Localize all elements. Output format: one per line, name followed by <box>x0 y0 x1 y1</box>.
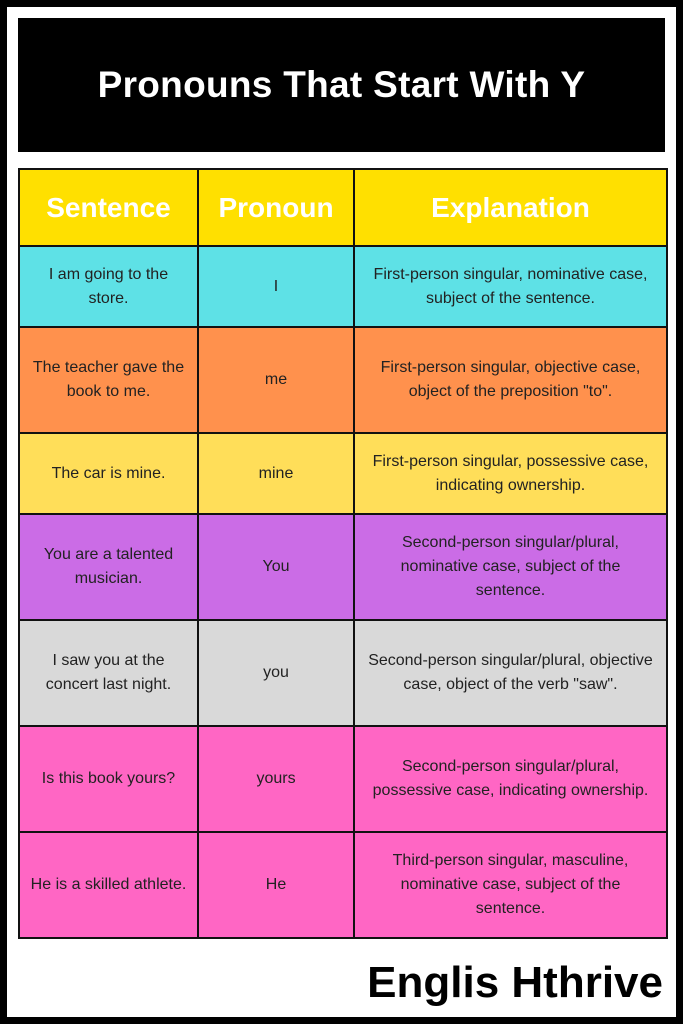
table-row: Is this book yours? yours Second-person si… <box>18 725 668 833</box>
header-pronoun: Pronoun <box>197 168 355 247</box>
cell-explanation: Second-person singular/plural, objective… <box>353 619 668 727</box>
cell-sentence: Is this book yours? <box>18 725 199 833</box>
cell-explanation: First-person singular, objective case, o… <box>353 326 668 434</box>
pronoun-table: Sentence Pronoun Explanation I am going … <box>18 168 668 939</box>
table-row: The teacher gave the book to me. me First-… <box>18 326 668 434</box>
cell-pronoun: He <box>197 831 355 939</box>
table-row: I saw you at the concert last night. you S… <box>18 619 668 727</box>
cell-pronoun: you <box>197 619 355 727</box>
cell-explanation: Second-person singular/plural, nominativ… <box>353 513 668 621</box>
cell-sentence: I am going to the store. <box>18 245 199 328</box>
table-row: He is a skilled athlete. He Third-person s… <box>18 831 668 939</box>
cell-pronoun: I <box>197 245 355 328</box>
cell-sentence: The car is mine. <box>18 432 199 515</box>
cell-sentence: He is a skilled athlete. <box>18 831 199 939</box>
header-explanation: Explanation <box>353 168 668 247</box>
cell-explanation: Third-person singular, masculine, nomina… <box>353 831 668 939</box>
cell-sentence: The teacher gave the book to me. <box>18 326 199 434</box>
cell-pronoun: mine <box>197 432 355 515</box>
brand-watermark: Englis Hthrive <box>367 958 663 1007</box>
table-row: The car is mine. mine First-person singula… <box>18 432 668 515</box>
table-header-row: Sentence Pronoun Explanation <box>18 168 668 247</box>
cell-pronoun: yours <box>197 725 355 833</box>
cell-sentence: You are a talented musician. <box>18 513 199 621</box>
table-row: I am going to the store. I First-person si… <box>18 245 668 328</box>
cell-sentence: I saw you at the concert last night. <box>18 619 199 727</box>
cell-pronoun: You <box>197 513 355 621</box>
cell-pronoun: me <box>197 326 355 434</box>
cell-explanation: First-person singular, nominative case, … <box>353 245 668 328</box>
cell-explanation: Second-person singular/plural, possessiv… <box>353 725 668 833</box>
cell-explanation: First-person singular, possessive case, … <box>353 432 668 515</box>
header-sentence: Sentence <box>18 168 199 247</box>
table-row: You are a talented musician. You Second-pe… <box>18 513 668 621</box>
page-title: Pronouns That Start With Y <box>97 64 586 105</box>
title-banner: Pronouns That Start With Y <box>18 18 665 152</box>
